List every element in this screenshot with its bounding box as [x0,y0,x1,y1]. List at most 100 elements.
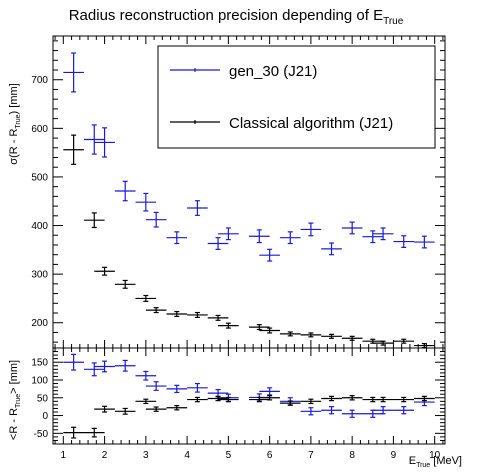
top-gen-point [83,124,105,155]
top-classical-point [94,266,115,276]
top-y-tick-label: 500 [31,172,48,183]
bottom-classical-point [207,395,229,402]
bottom-gen-point [207,389,229,398]
bottom-classical-point [187,396,208,403]
top-classical-point [279,331,301,337]
top-y-axis-label-main: σ(R - R [8,129,20,165]
top-classical-point [341,335,363,341]
bottom-y-tick-label: 50 [37,393,49,404]
top-gen-point [63,52,84,93]
top-gen-point [372,227,394,241]
top-gen-point [341,221,363,235]
x-tick-label: 6 [267,450,273,461]
x-tick-label: 9 [391,450,397,461]
legend: gen_30 (J21) Classical algorithm (J21) [157,45,436,149]
top-y-tick-label: 400 [31,221,48,232]
top-gen-point [207,237,229,250]
bottom-classical-point [83,427,105,438]
legend-label-gen: gen_30 (J21) [229,63,317,80]
chart-title: Radius reconstruction precision dependin… [69,7,404,27]
top-gen-point [166,231,188,245]
bottom-gen-point [145,381,167,391]
bottom-gen-point [300,407,322,416]
bottom-classical-point [63,426,84,439]
bottom-classical-point [414,395,435,402]
top-classical-point [207,314,229,321]
top-classical-point [372,340,394,346]
bottom-gen-point [362,409,384,418]
top-gen-point [300,222,322,237]
legend-box [157,45,436,149]
chart-title-sub: True [383,16,404,27]
x-tick-label: 3 [143,450,149,461]
bottom-classical-point [259,395,280,401]
bottom-gen-point [393,406,415,415]
top-panel-axes: 200 300 400 500 600 700 [31,36,445,348]
bottom-classical-point [300,398,322,405]
bottom-classical-point [166,405,188,411]
bottom-classical-point [145,406,167,412]
bottom-y-axis-label: <R - RTrue> [mm] [8,360,22,440]
bottom-classical-point [321,395,342,402]
x-tick-label: 4 [184,450,190,461]
top-y-tick-label: 200 [31,318,48,329]
top-classical-point [187,311,208,318]
top-y-tick-label: 600 [31,124,48,135]
bottom-gen-point [166,384,188,394]
top-classical-point [414,343,435,349]
top-classical-point [145,307,167,314]
x-axis-label-tail: [MeV] [430,455,462,467]
top-gen-point [187,200,208,216]
top-gen-point [393,235,415,249]
bottom-classical-point [279,400,301,406]
top-classical-point [321,333,342,339]
top-y-axis-label-tail: ) [mm] [8,83,20,114]
top-gen-point [94,127,115,158]
top-gen-point [279,231,301,245]
top-y-axis-label-sub: True [15,114,22,128]
bottom-panel-axes: 1 2 3 4 5 6 7 8 9 10 -50 0 50 100 150 [31,347,445,461]
bottom-gen-point [187,382,208,393]
bottom-panel-frame [52,347,446,445]
top-gen-point [414,235,435,249]
top-y-axis-label: σ(R - RTrue) [mm] [8,83,22,164]
top-gen-point [114,180,136,202]
bottom-classical-point [114,407,136,415]
bottom-classical-point [218,396,239,403]
bottom-y-tick-label: -50 [34,429,49,440]
bottom-y-axis-label-sub: True [15,394,22,408]
x-tick-label: 5 [226,450,232,461]
top-gen-point [145,211,167,228]
bottom-y-axis-label-tail: > [mm] [8,360,20,394]
bottom-gen-point [372,406,394,415]
x-tick-label: 8 [349,450,355,461]
top-gen-point [321,242,342,256]
bottom-panel-marks [63,353,435,439]
top-classical-point [63,134,84,165]
bottom-gen-point [83,362,105,377]
x-tick-label: 10 [429,450,441,461]
top-classical-point [166,310,188,318]
top-gen-point [259,248,280,262]
bottom-classical-point [341,395,363,401]
bottom-gen-point [114,359,136,372]
top-classical-point [259,327,280,334]
x-tick-label: 1 [61,450,67,461]
x-tick-label: 7 [308,450,314,461]
top-gen-point [362,230,384,244]
top-gen-point [218,227,239,241]
bottom-gen-point [259,387,280,396]
bottom-y-tick-label: 100 [31,376,48,387]
bottom-gen-point [135,370,157,381]
top-classical-point [300,332,322,338]
top-classical-point [114,279,136,289]
bottom-classical-point [135,398,157,405]
top-panel-marks [63,52,435,349]
top-classical-point [218,322,239,329]
bottom-y-tick-label: 150 [31,358,48,369]
legend-label-classical: Classical algorithm (J21) [229,115,393,132]
bottom-y-tick-label: 0 [42,411,48,422]
bottom-gen-point [94,360,115,373]
top-classical-point [135,294,157,302]
